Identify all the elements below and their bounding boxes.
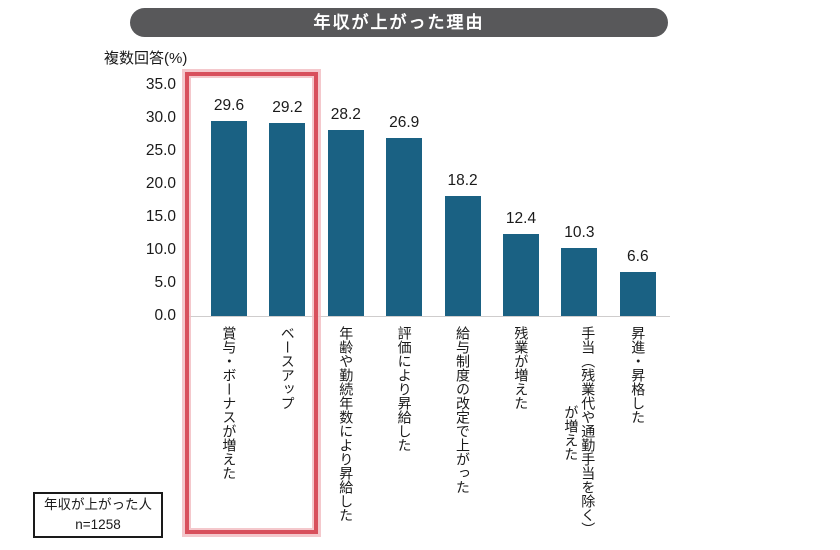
x-axis-category-label: ベースアップ — [279, 326, 296, 410]
y-axis-tick-label: 20.0 — [145, 175, 176, 192]
y-axis-tick-label: 15.0 — [145, 208, 176, 225]
chart-title-pill: 年収が上がった理由 — [130, 8, 668, 37]
bar — [561, 248, 598, 316]
bar-value-label: 29.2 — [272, 99, 303, 117]
x-axis-category-label: 手当（残業代や通勤手当を除く） が増えた — [563, 326, 597, 536]
bar — [386, 138, 423, 316]
bar — [327, 129, 364, 316]
bar — [619, 272, 656, 316]
sample-note-line1: 年収が上がった人 — [44, 497, 152, 513]
bar-value-label: 6.6 — [627, 248, 649, 266]
y-axis-tick-label: 0.0 — [154, 307, 176, 324]
sample-note-box: 年収が上がった人 n=1258 — [33, 492, 163, 538]
bar — [211, 120, 247, 316]
x-axis-category-label: 昇進・昇格した — [630, 326, 647, 424]
bar-value-label: 18.2 — [447, 171, 478, 189]
bar-value-label: 29.6 — [213, 96, 245, 114]
y-axis-tick-label: 5.0 — [154, 274, 176, 291]
bar-value-label: 26.9 — [389, 114, 420, 132]
x-axis-line — [186, 316, 670, 317]
bar — [444, 195, 481, 316]
bar-value-label: 12.4 — [505, 210, 537, 228]
x-axis-category-label: 評価により昇給した — [396, 326, 413, 452]
bar — [503, 234, 539, 316]
sample-note-line2: n=1258 — [75, 517, 121, 532]
y-axis-unit-label: 複数回答(%) — [104, 50, 188, 67]
bar-value-label: 28.2 — [330, 105, 361, 123]
x-axis-category-label: 残業が増えた — [513, 326, 530, 410]
bar-value-label: 10.3 — [564, 224, 595, 242]
x-axis-category-label: 給与制度の改定で上がった — [454, 326, 471, 494]
x-axis-category-label: 賞与・ボーナスが増えた — [221, 326, 238, 480]
x-axis-category-label: 年齢や勤続年数により昇給した — [338, 326, 355, 522]
y-axis-tick-label: 35.0 — [145, 76, 176, 93]
y-axis-tick-label: 10.0 — [145, 241, 176, 258]
bar — [269, 123, 306, 316]
y-axis-tick-label: 25.0 — [145, 142, 176, 159]
y-axis-tick-label: 30.0 — [145, 109, 176, 126]
